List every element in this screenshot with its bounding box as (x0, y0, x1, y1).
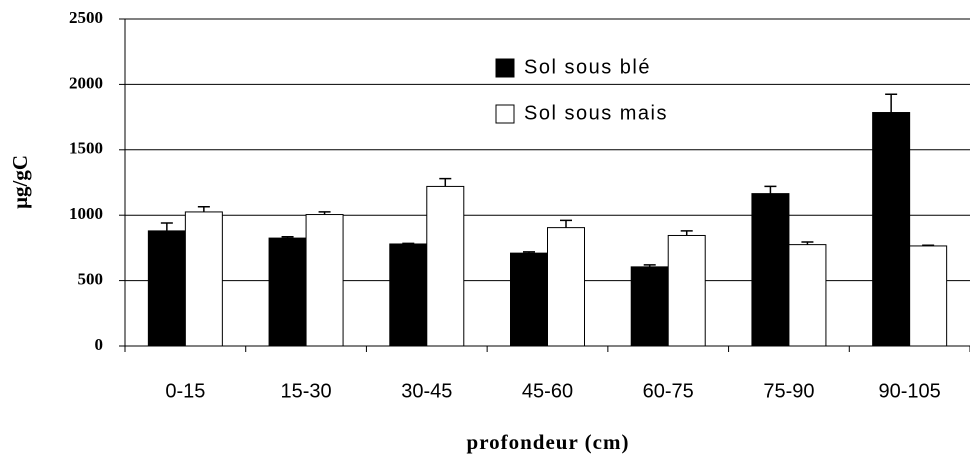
x-tick-label: 0-15 (165, 380, 205, 402)
bar (184, 211, 223, 347)
bar (147, 230, 186, 347)
error-bar (643, 264, 656, 267)
y-tick-label: 500 (78, 270, 104, 289)
bar (510, 252, 548, 347)
y-tick-label: 1500 (69, 139, 103, 158)
error-bar (801, 241, 814, 245)
bar (305, 214, 344, 347)
x-axis-label: profondeur (cm) (467, 430, 630, 454)
x-tick-label: 75-90 (763, 380, 814, 402)
bar (909, 245, 948, 347)
y-tick-label: 1000 (69, 204, 103, 223)
error-bar (402, 242, 415, 245)
bar (389, 243, 428, 347)
x-tick-label: 90-105 (879, 380, 941, 402)
error-bar (560, 219, 572, 228)
y-tick-label: 2000 (69, 73, 103, 92)
error-bar (922, 244, 935, 247)
error-bar (680, 230, 693, 236)
y-tick-label: 0 (95, 335, 104, 354)
bar (426, 185, 465, 347)
bar (788, 244, 827, 347)
error-bar (197, 205, 210, 212)
error-bar (764, 185, 777, 194)
bar (667, 234, 706, 347)
y-tick-label: 2500 (69, 8, 103, 27)
legend-swatch (495, 104, 515, 124)
bar (630, 266, 669, 347)
y-axis-label: µg/gC (8, 155, 32, 209)
x-tick-label: 15-30 (280, 380, 331, 402)
legend-swatch (495, 58, 515, 78)
bar (872, 112, 911, 347)
error-bar (318, 211, 331, 215)
legend-label: Sol sous mais (524, 102, 668, 124)
x-tick-label: 45-60 (522, 380, 573, 402)
bar (268, 237, 307, 347)
x-tick-label: 30-45 (401, 380, 452, 402)
x-tick-label: 60-75 (643, 380, 694, 402)
error-bar (523, 251, 535, 254)
bar (547, 227, 585, 347)
legend-label: Sol sous blé (524, 56, 651, 78)
error-bar (281, 236, 294, 239)
error-bar (439, 177, 452, 187)
error-bar (885, 93, 898, 113)
bar (751, 193, 790, 347)
error-bar (160, 222, 173, 231)
